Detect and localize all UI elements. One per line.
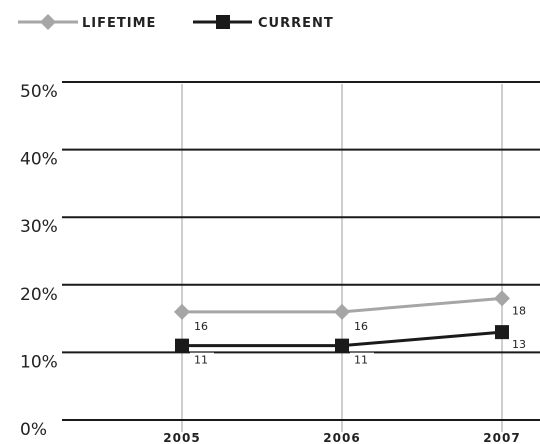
y-axis-tick-labels: 0% 10% 20% 30% 40% 50%	[20, 82, 58, 440]
data-label-backdrop-current-2005	[190, 352, 214, 367]
data-point-current-2007	[495, 325, 509, 340]
y-tick-label-50-: 50%	[20, 82, 58, 102]
legend: LIFETIME CURRENT	[18, 14, 334, 31]
y-tick-label-30-: 30%	[20, 217, 58, 237]
data-label-current-2006: 11	[354, 354, 368, 367]
legend-label-lifetime: LIFETIME	[82, 16, 156, 31]
data-label-lifetime-2007: 18	[512, 304, 526, 317]
data-labels-lifetime: 16 16 18	[194, 304, 526, 333]
y-tick-label-10-: 10%	[20, 352, 58, 372]
data-point-lifetime-2007	[494, 290, 510, 307]
data-label-lifetime-2005: 16	[194, 320, 208, 333]
data-point-current-2006	[335, 338, 349, 353]
data-label-backdrop-current-2006	[350, 352, 374, 367]
legend-swatch-marker-lifetime	[40, 14, 56, 30]
y-tick-label-40-: 40%	[20, 150, 58, 170]
y-tick-label-20-: 20%	[20, 285, 58, 305]
legend-item-current: CURRENT	[193, 15, 334, 31]
data-labels-current: 11 11 13	[190, 338, 526, 367]
horizontal-gridlines	[62, 81, 540, 421]
legend-swatch-marker-current	[216, 15, 230, 29]
data-label-current-2005: 11	[194, 354, 208, 367]
data-point-current-2005	[175, 338, 189, 353]
vertical-gridlines	[181, 84, 503, 432]
x-axis-tick-labels: 2005 2006 2007	[163, 431, 520, 444]
series-lifetime	[174, 290, 510, 320]
series-current	[175, 325, 509, 353]
data-label-current-2007: 13	[512, 338, 526, 351]
x-tick-label-2005: 2005	[163, 431, 200, 444]
x-tick-label-2007: 2007	[483, 431, 520, 444]
data-label-lifetime-2006: 16	[354, 320, 368, 333]
legend-item-lifetime: LIFETIME	[18, 14, 156, 31]
legend-label-current: CURRENT	[258, 16, 334, 31]
data-point-lifetime-2005	[174, 303, 190, 320]
y-tick-label-0-: 0%	[20, 420, 47, 440]
data-point-lifetime-2006	[334, 303, 350, 320]
x-tick-label-2006: 2006	[323, 431, 360, 444]
